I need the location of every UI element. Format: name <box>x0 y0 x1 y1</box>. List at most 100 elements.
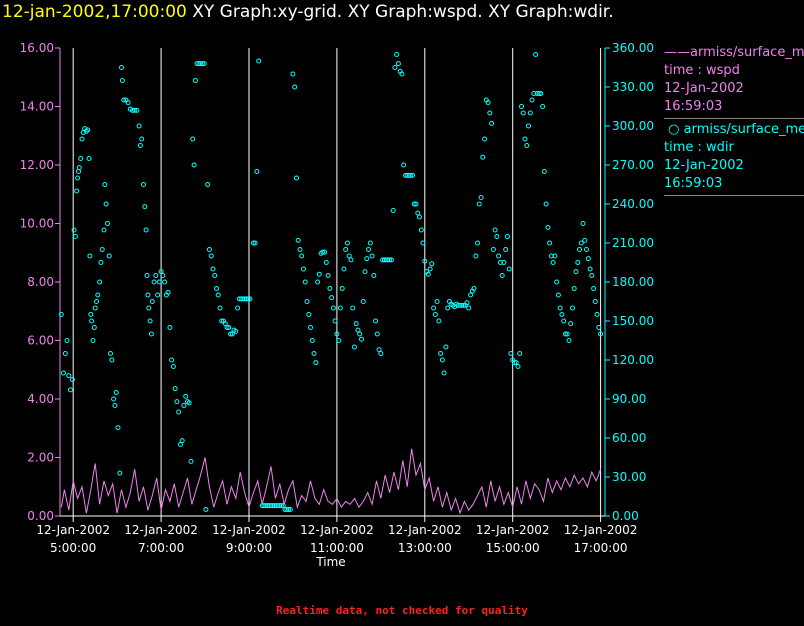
wdir-point <box>137 143 143 148</box>
x-tick-date: 12-Jan-2002 <box>212 523 286 537</box>
wdir-point <box>309 338 315 343</box>
wdir-point <box>332 318 338 324</box>
wdir-point <box>125 100 131 106</box>
wdir-point <box>353 321 359 327</box>
wdir-point <box>543 201 549 207</box>
wdir-point <box>529 97 535 103</box>
wdir-point <box>153 273 159 278</box>
wdir-point <box>233 328 239 334</box>
wdir-point <box>468 292 473 298</box>
legend-entry-wdir: ○ armiss/surface_me <box>664 121 804 139</box>
wdir-point <box>506 266 512 272</box>
wdir-point <box>482 136 488 142</box>
wdir-point <box>591 286 597 291</box>
wdir-point <box>584 247 589 252</box>
wdir-point <box>256 58 262 64</box>
wdir-point <box>72 234 78 239</box>
wdir-point <box>538 91 544 96</box>
x-tick-date: 12-Jan-2002 <box>124 523 198 537</box>
left-y-tick-label: 6.00 <box>27 334 54 348</box>
wdir-point <box>142 204 148 210</box>
wdir-point <box>517 351 523 356</box>
wdir-point <box>91 325 97 330</box>
wdir-point <box>102 182 108 187</box>
wdir-point <box>111 396 117 402</box>
wdir-point <box>344 240 350 246</box>
right-y-tick-label: 270.00 <box>612 158 654 172</box>
wdir-point <box>143 227 149 233</box>
wdir-point <box>439 357 445 363</box>
wdir-point <box>160 273 166 278</box>
wdir-point <box>478 195 484 200</box>
wdir-point <box>566 338 572 343</box>
wdir-point <box>165 289 171 295</box>
x-tick-time: 7:00:00 <box>138 541 184 555</box>
wdir-point <box>95 292 101 298</box>
wdir-point <box>311 351 317 356</box>
wdir-point <box>299 253 305 259</box>
wdir-point <box>167 325 173 330</box>
wdir-point <box>148 331 154 337</box>
wdir-point <box>74 188 80 194</box>
wdir-point <box>492 227 498 233</box>
wdir-point <box>156 279 162 285</box>
wdir-point <box>445 305 451 311</box>
wdir-point <box>83 128 89 134</box>
wdir-point <box>519 104 524 109</box>
right-y-tick-label: 150.00 <box>612 314 654 328</box>
wdir-point <box>89 318 95 324</box>
wdir-point <box>475 240 480 246</box>
legend-circle-icon: ○ <box>664 122 684 137</box>
right-y-tick-label: 60.00 <box>612 431 646 445</box>
wdir-point <box>176 409 182 415</box>
wdir-point <box>322 249 328 255</box>
wdir-point <box>540 104 546 109</box>
wdir-point <box>119 65 124 70</box>
wdir-point <box>155 292 161 298</box>
wdir-point <box>343 247 349 252</box>
wdir-point <box>279 503 284 509</box>
wdir-point <box>524 143 530 148</box>
wdir-point <box>119 78 125 83</box>
wdir-point <box>250 240 256 246</box>
wdir-point <box>297 247 303 252</box>
wdir-point <box>513 360 519 366</box>
wdir-point <box>105 221 110 226</box>
wdir-point <box>61 370 66 376</box>
wdir-point <box>371 273 377 278</box>
left-y-tick-label: 2.00 <box>27 451 54 465</box>
wdir-point <box>139 136 145 142</box>
wdir-point <box>443 344 449 350</box>
wdir-point <box>190 136 196 142</box>
wdir-point <box>373 318 379 324</box>
wdir-point <box>99 247 105 252</box>
wdir-point <box>245 296 251 302</box>
wdir-point <box>552 253 558 259</box>
wdir-point <box>86 156 92 161</box>
wdir-point <box>85 127 91 133</box>
wdir-point <box>306 312 312 317</box>
x-tick-time: 5:00:00 <box>50 541 96 555</box>
wdir-point <box>69 377 75 382</box>
wdir-point <box>559 312 565 317</box>
wdir-point <box>217 305 223 311</box>
wdir-point <box>392 65 398 70</box>
right-y-tick-label: 210.00 <box>612 236 654 250</box>
wdir-point <box>169 357 175 363</box>
x-tick-time: 9:00:00 <box>226 541 272 555</box>
wdir-point <box>329 295 335 301</box>
wdir-point <box>98 260 104 265</box>
legend-line-icon: —— <box>664 45 690 60</box>
x-tick-date: 12-Jan-2002 <box>300 523 374 537</box>
left-y-tick-label: 14.00 <box>20 100 54 114</box>
wdir-point <box>420 240 426 246</box>
wdir-point <box>109 357 115 363</box>
right-y-tick-label: 240.00 <box>612 197 654 211</box>
wdir-point <box>466 305 472 311</box>
wdir-point <box>280 503 286 509</box>
wdir-point <box>327 286 333 291</box>
right-y-tick-label: 90.00 <box>612 392 646 406</box>
wdir-point <box>350 305 356 311</box>
wdir-point <box>562 331 568 337</box>
